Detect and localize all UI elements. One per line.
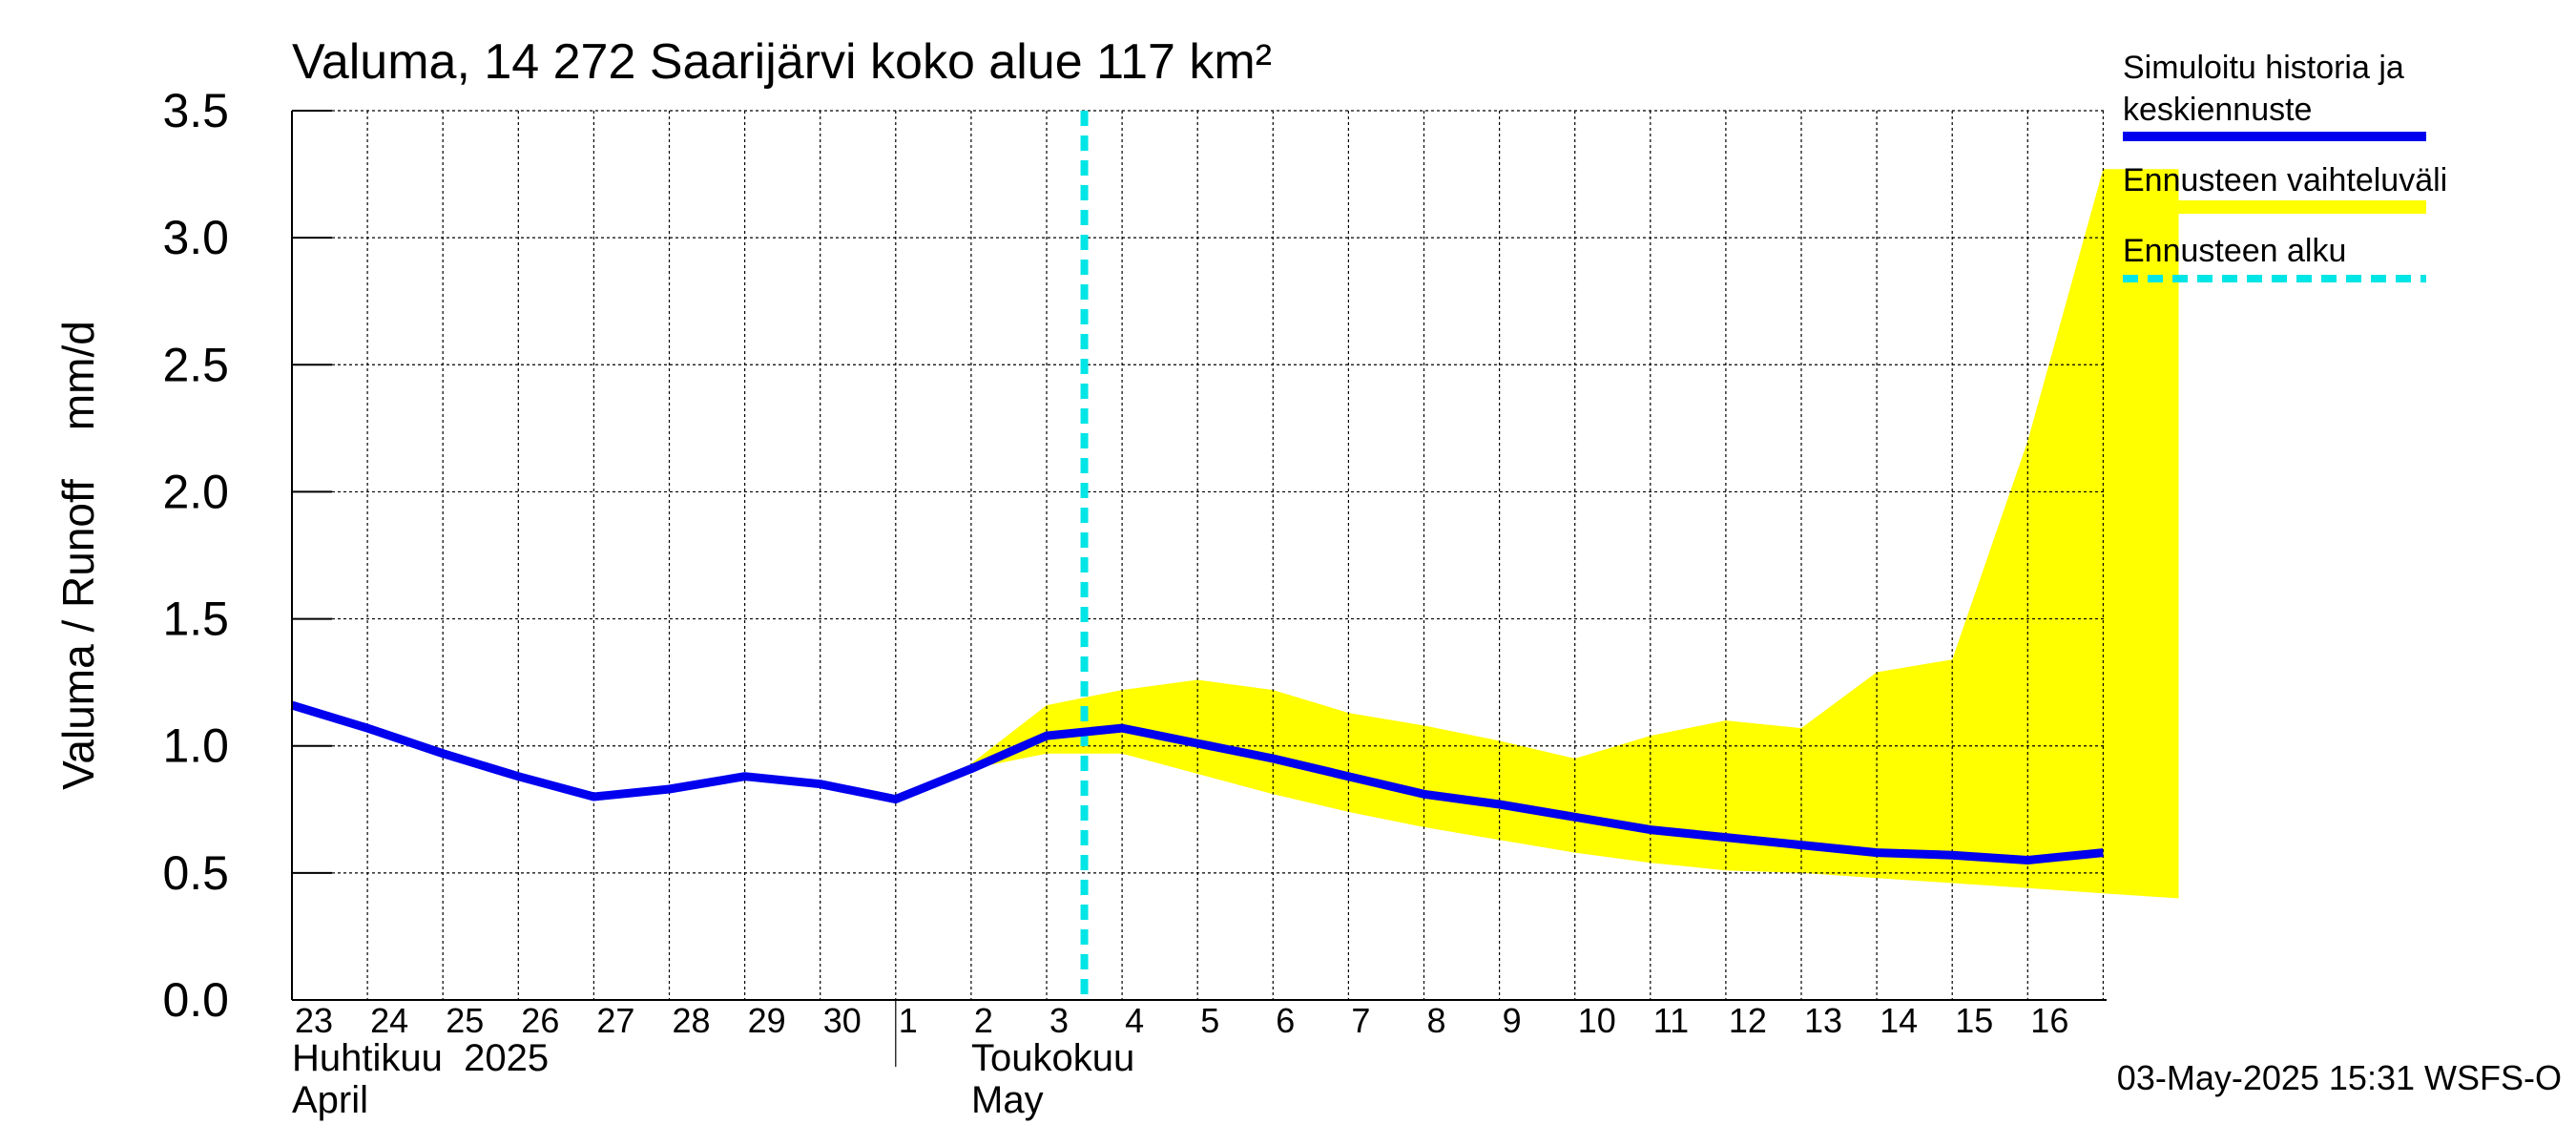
month-label-may-en: May — [971, 1079, 1044, 1121]
x-tick-label: 16 — [2030, 1001, 2068, 1040]
mean-line-layer — [290, 111, 2104, 1000]
mean-runoff-line — [290, 700, 2104, 864]
x-tick-label: 9 — [1503, 1001, 1522, 1040]
y-tick-labels: 0.0 0.5 1.0 1.5 2.0 2.5 3.0 3.5 — [162, 84, 229, 1027]
y-tick-label: 1.0 — [162, 719, 229, 773]
chart-title: Valuma, 14 272 Saarijärvi koko alue 117 … — [292, 34, 1272, 90]
x-tick-label: 30 — [823, 1001, 862, 1040]
y-axis-label: Valuma / Runoff mm/d — [53, 321, 103, 790]
forecast-range-band-layer — [970, 169, 2179, 899]
x-tick-label: 28 — [673, 1001, 711, 1040]
y-tick-label: 2.0 — [162, 465, 229, 518]
x-tick-label: 23 — [295, 1001, 333, 1040]
x-tick-label: 4 — [1125, 1001, 1144, 1040]
x-tick-label: 25 — [446, 1001, 484, 1040]
y-tick-label: 0.5 — [162, 846, 229, 900]
x-tick-label: 7 — [1351, 1001, 1370, 1040]
legend-label-range: Ennusteen vaihteluväli — [2123, 162, 2447, 198]
axes-layer — [291, 110, 2107, 1067]
y-tick-label: 1.5 — [162, 593, 229, 646]
x-tick-label: 1 — [899, 1001, 918, 1040]
x-tick-label: 27 — [596, 1001, 634, 1040]
x-tick-label: 11 — [1653, 1001, 1689, 1040]
y-tick-label: 2.5 — [162, 338, 229, 391]
x-tick-label: 3 — [1049, 1001, 1069, 1040]
legend-label-mean-line-2: keskiennuste — [2123, 92, 2312, 128]
legend: Simuloitu historia ja keskiennuste Ennus… — [2123, 50, 2447, 282]
x-tick-label: 15 — [1955, 1001, 1993, 1040]
x-tick-label: 8 — [1427, 1001, 1446, 1040]
x-tick-label: 6 — [1276, 1001, 1295, 1040]
timestamp-footer: 03-May-2025 15:31 WSFS-O — [2117, 1058, 2562, 1097]
x-tick-label: 10 — [1578, 1001, 1616, 1040]
month-label-april-fi: Huhtikuu 2025 — [292, 1037, 549, 1079]
y-tick-label: 0.0 — [162, 973, 229, 1027]
y-tick-label: 3.5 — [162, 84, 229, 137]
month-label-may-fi: Toukokuu — [971, 1037, 1134, 1079]
x-tick-labels: 23 24 25 26 27 28 29 30 1 2 3 4 5 6 7 8 9 10 11 12 13 14 15 16 — [295, 1001, 2068, 1040]
x-tick-label: 24 — [370, 1001, 408, 1040]
x-tick-label: 5 — [1200, 1001, 1219, 1040]
x-tick-label: 29 — [748, 1001, 786, 1040]
y-tick-label: 3.0 — [162, 211, 229, 264]
legend-label-forecast-start: Ennusteen alku — [2123, 233, 2346, 269]
x-tick-label: 13 — [1804, 1001, 1842, 1040]
forecast-range-band — [970, 169, 2179, 899]
x-tick-label: 12 — [1729, 1001, 1767, 1040]
month-label-april-en: April — [292, 1079, 368, 1121]
x-tick-label: 26 — [521, 1001, 559, 1040]
x-tick-label: 2 — [974, 1001, 993, 1040]
legend-label-mean-line-1: Simuloitu historia ja — [2123, 50, 2404, 86]
x-tick-label: 14 — [1880, 1001, 1918, 1040]
